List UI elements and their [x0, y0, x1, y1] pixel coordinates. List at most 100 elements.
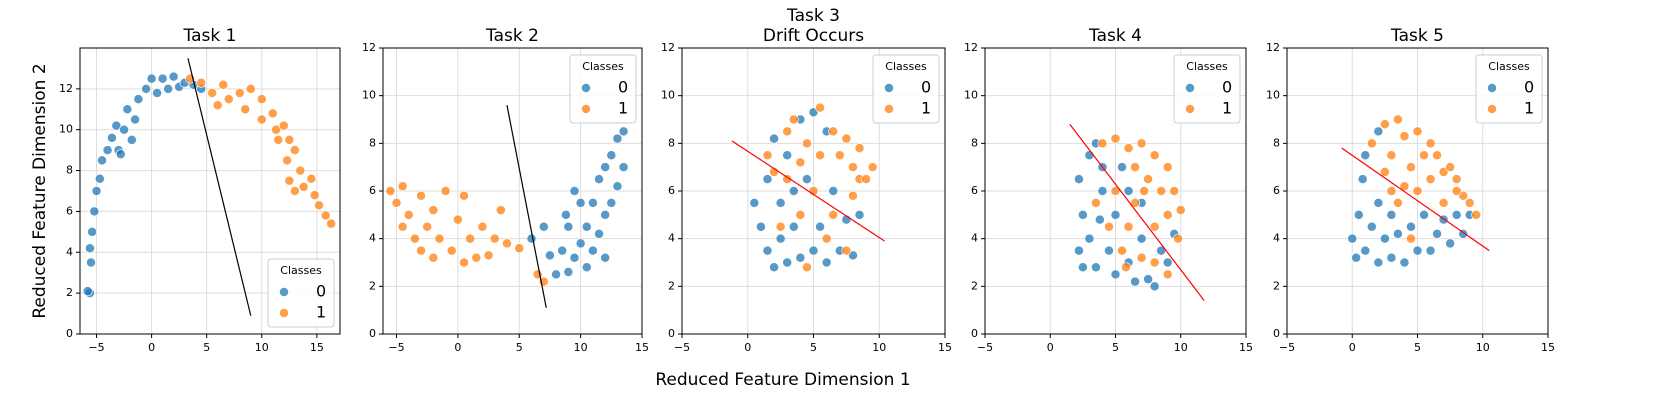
x-tick-label: −5 [674, 341, 690, 354]
y-tick-label: 0 [1273, 327, 1280, 340]
scatter-point [130, 114, 141, 125]
x-tick-label: 15 [635, 341, 649, 354]
legend-marker [1185, 104, 1195, 114]
scatter-point [1425, 138, 1436, 149]
scatter-point [551, 269, 562, 280]
scatter-point [1136, 138, 1147, 149]
scatter-point [795, 252, 806, 263]
scatter-point [256, 94, 267, 105]
scatter-point [1351, 252, 1362, 263]
scatter-point [446, 245, 457, 256]
y-tick-label: 0 [971, 327, 978, 340]
scatter-point [1139, 186, 1150, 196]
chart-subtitle: Drift Occurs [763, 26, 864, 46]
scatter-point [755, 221, 766, 232]
scatter-point [278, 120, 289, 131]
scatter-point [146, 73, 157, 84]
scatter-point [163, 83, 174, 94]
y-tick-label: 10 [59, 123, 73, 136]
scatter-point [97, 155, 107, 166]
scatter-point [111, 120, 122, 131]
scatter-point [94, 173, 105, 184]
scatter-point [606, 150, 617, 161]
scatter-point [1419, 209, 1429, 220]
scatter-point [587, 245, 598, 256]
decision-boundary [1341, 147, 1490, 252]
y-tick-label: 10 [964, 89, 978, 102]
subplot: −5 0 5 10 15 0 2 4 6 8 10 12 Task 1 Classes 0 1 [59, 26, 341, 354]
scatter-point [1090, 197, 1101, 208]
scatter-point [240, 104, 251, 115]
scatter-point [495, 205, 506, 216]
scatter-point [1149, 221, 1160, 232]
scatter-point [1353, 209, 1364, 220]
scatter-point [815, 221, 826, 232]
x-axis-label: Reduced Feature Dimension 1 [655, 370, 910, 390]
x-tick-label: 10 [1174, 341, 1188, 354]
scatter-point [1104, 221, 1114, 232]
scatter-point [440, 186, 451, 196]
scatter-point [1471, 209, 1482, 220]
scatter-point [122, 104, 133, 115]
x-tick-label: 10 [872, 341, 886, 354]
scatter-point [569, 252, 580, 263]
scatter-point [428, 252, 439, 263]
scatter-point [1077, 209, 1088, 220]
y-tick-label: 10 [1266, 89, 1280, 102]
scatter-point [1156, 186, 1167, 196]
decision-boundary [731, 140, 885, 242]
scatter-point [815, 102, 826, 113]
axes-frame [1286, 47, 1549, 335]
scatter-point [606, 197, 617, 208]
scatter-point [1399, 257, 1410, 268]
scatter-point [775, 197, 786, 208]
legend-marker [581, 83, 591, 93]
scatter-point [86, 257, 96, 268]
scatter-point [594, 174, 604, 185]
scatter-point [1169, 186, 1180, 196]
legend-marker [581, 104, 591, 114]
scatter-point [1438, 197, 1449, 208]
scatter-point [1084, 150, 1095, 161]
scatter-point [309, 190, 320, 201]
x-tick-label: −5 [1279, 341, 1295, 354]
scatter-point [1162, 209, 1173, 220]
scatter-point [196, 77, 207, 88]
chart-title: Task 4 [1088, 26, 1142, 46]
y-tick-label: 0 [369, 327, 376, 340]
scatter-point [1094, 214, 1105, 225]
scatter-point [775, 233, 786, 244]
x-tick-label: 0 [454, 341, 461, 354]
scatter-point [1117, 245, 1127, 256]
scatter-point [1373, 197, 1384, 208]
y-tick-label: 4 [1273, 232, 1280, 245]
scatter-point [284, 134, 295, 145]
scatter-point [1386, 252, 1397, 263]
scatter-point [1357, 174, 1368, 185]
scatter-point [471, 252, 482, 263]
scatter-point [769, 133, 780, 144]
scatter-point [212, 100, 223, 111]
legend-label: 1 [618, 99, 628, 118]
scatter-point [428, 205, 439, 216]
scatter-point [403, 209, 414, 220]
scatter-point [1386, 150, 1397, 161]
scatter-point [416, 190, 427, 201]
scatter-point [133, 94, 144, 105]
scatter-point [1117, 162, 1127, 173]
scatter-point [1451, 186, 1462, 196]
legend-marker [279, 308, 289, 318]
chart-title: Task 5 [1390, 26, 1444, 46]
scatter-point [594, 228, 604, 239]
scatter-point [821, 257, 832, 268]
legend-title: Classes [885, 60, 927, 73]
scatter-point [788, 221, 799, 232]
scatter-point [1392, 228, 1403, 239]
scatter-point [434, 233, 445, 244]
y-tick-label: 6 [971, 184, 978, 197]
scatter-point [854, 143, 865, 154]
scatter-point [1406, 221, 1416, 232]
scatter-point [89, 206, 100, 217]
scatter-point [1074, 245, 1084, 256]
